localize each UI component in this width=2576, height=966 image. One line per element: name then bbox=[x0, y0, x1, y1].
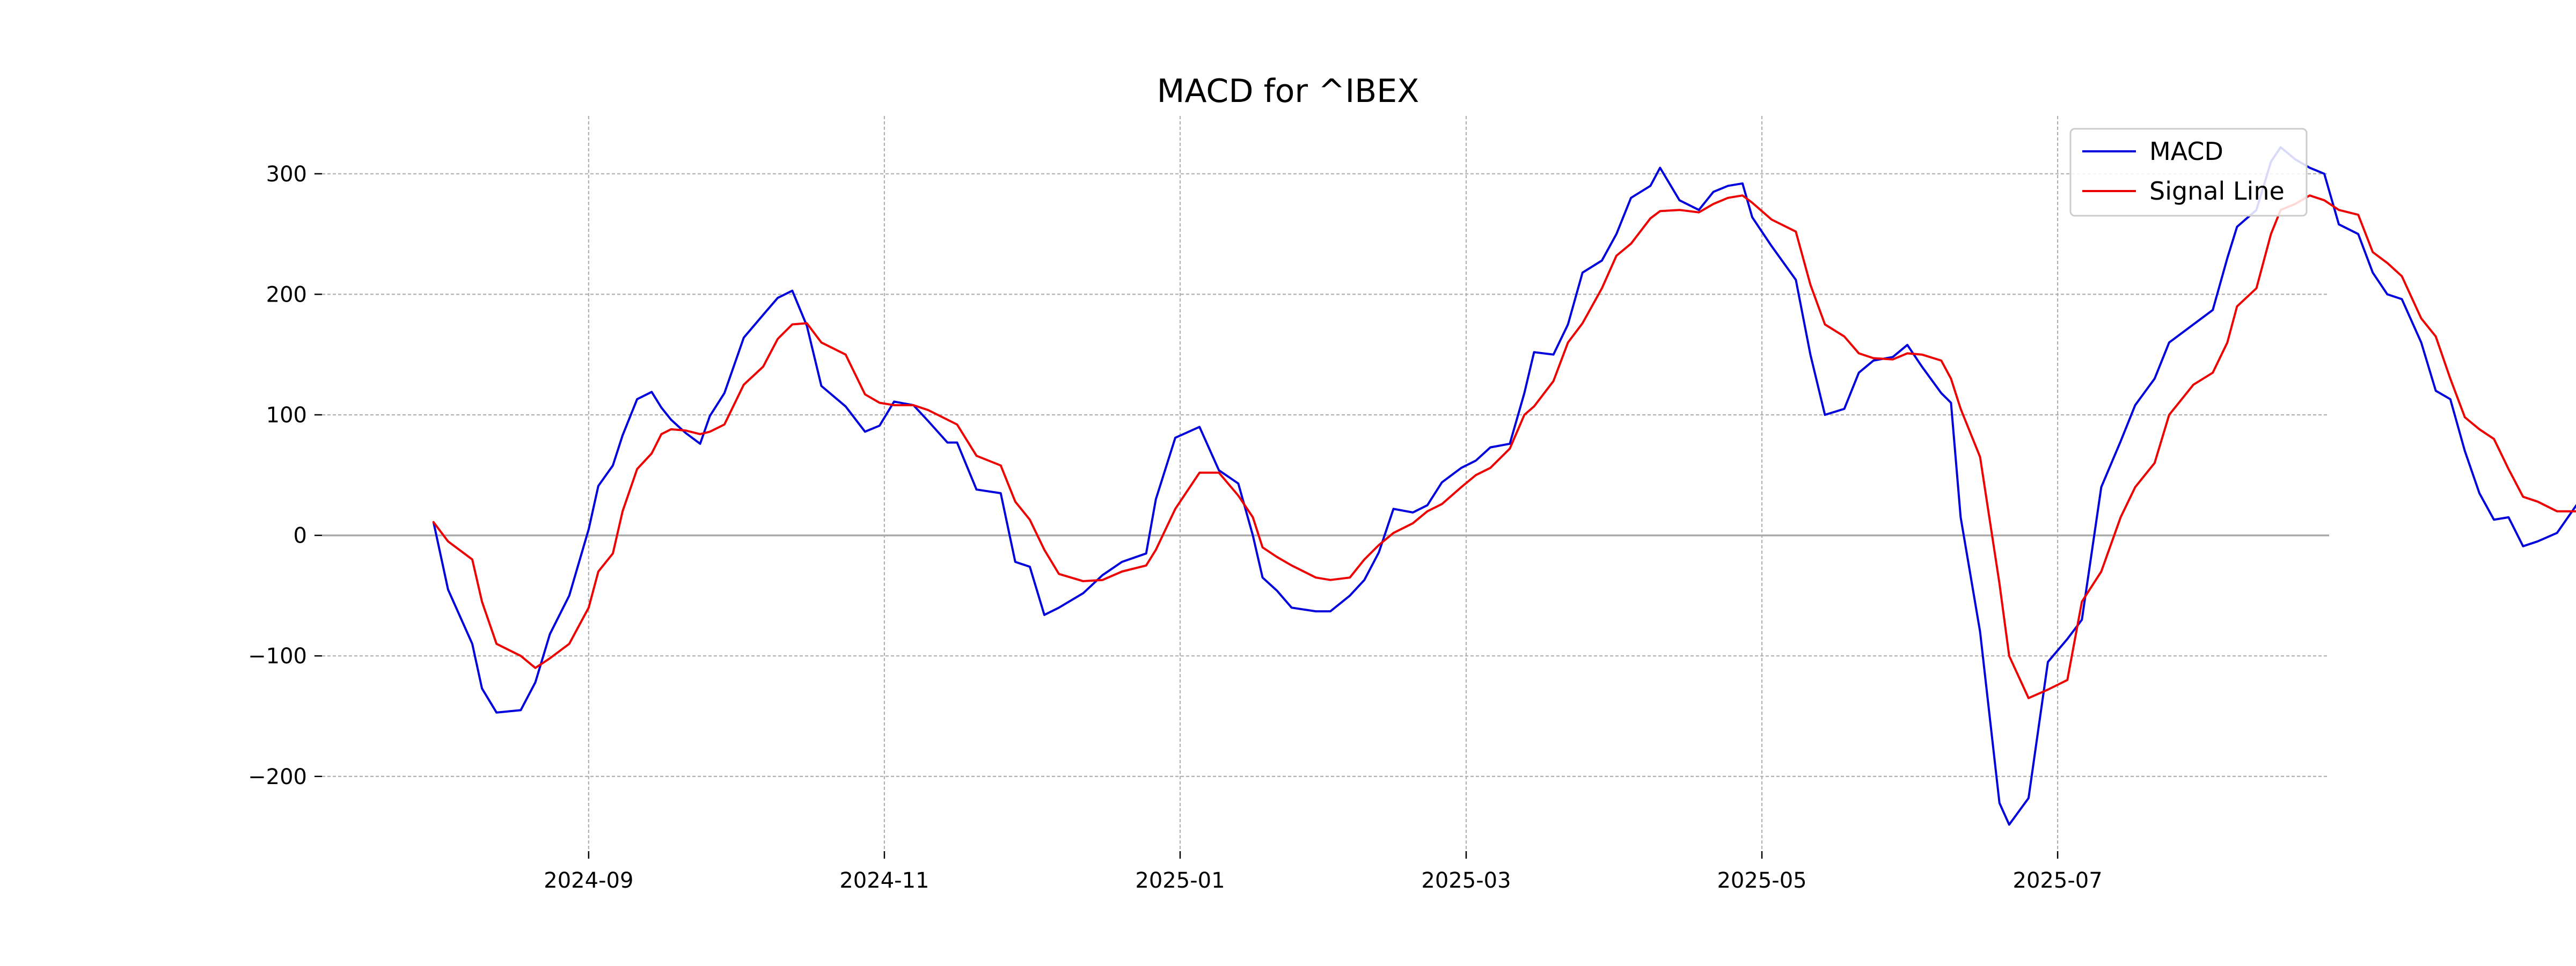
signal-series-line bbox=[432, 194, 2576, 699]
x-tick-label: 2025-05 bbox=[1717, 868, 1806, 893]
x-tick-label: 2025-03 bbox=[1421, 868, 1511, 893]
y-tick-label: −200 bbox=[248, 765, 307, 789]
y-tick-label: 200 bbox=[266, 282, 307, 307]
y-tick-label: 0 bbox=[294, 524, 307, 548]
macd-series-line bbox=[432, 146, 2576, 826]
legend: MACD Signal Line bbox=[2069, 128, 2308, 217]
x-tick-label: 2024-11 bbox=[839, 868, 929, 893]
y-tick-label: −100 bbox=[248, 644, 307, 669]
chart-title: MACD for ^IBEX bbox=[1157, 72, 1419, 110]
legend-label-signal: Signal Line bbox=[2149, 177, 2285, 206]
x-tick-label: 2024-09 bbox=[544, 868, 633, 893]
y-tick-label: 100 bbox=[266, 403, 307, 428]
x-tick-label: 2025-07 bbox=[2013, 868, 2103, 893]
tick-labels: 2024-09 2024-11 2025-01 2025-03 2025-05 2025-… bbox=[248, 162, 2103, 893]
y-tick-label: 300 bbox=[266, 162, 307, 187]
legend-label-macd: MACD bbox=[2149, 137, 2223, 166]
x-tick-label: 2025-01 bbox=[1135, 868, 1225, 893]
series-layer bbox=[432, 146, 2576, 826]
